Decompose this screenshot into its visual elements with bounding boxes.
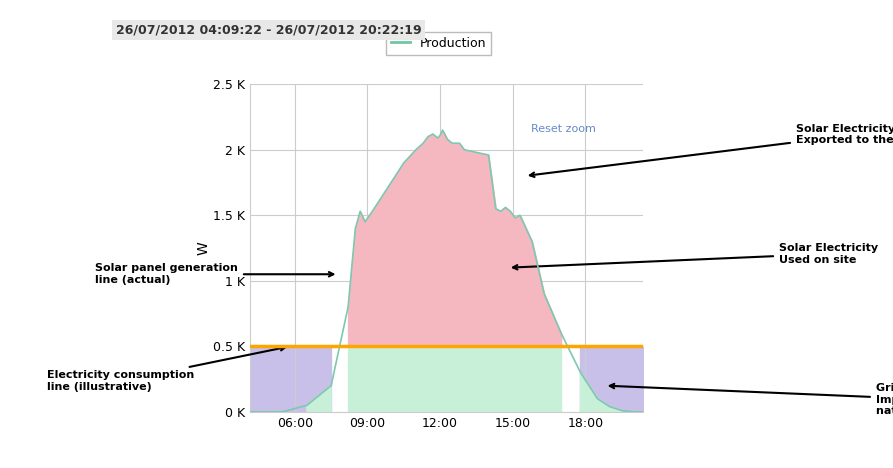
Legend: Production: Production (386, 31, 491, 55)
Text: Solar Electricity
Exported to the grid: Solar Electricity Exported to the grid (530, 124, 893, 177)
Y-axis label: W: W (196, 241, 210, 255)
Text: 26/07/2012 04:09:22 - 26/07/2012 20:22:19: 26/07/2012 04:09:22 - 26/07/2012 20:22:1… (116, 23, 421, 37)
Text: Solar panel generation
line (actual): Solar panel generation line (actual) (96, 263, 333, 285)
Text: Reset zoom: Reset zoom (531, 124, 596, 133)
Text: Solar Electricity
Used on site: Solar Electricity Used on site (513, 243, 878, 270)
Text: Electricity consumption
line (illustrative): Electricity consumption line (illustrati… (47, 346, 285, 392)
Text: Grid Electricity
Imported from the
national grid: Grid Electricity Imported from the natio… (610, 383, 893, 416)
